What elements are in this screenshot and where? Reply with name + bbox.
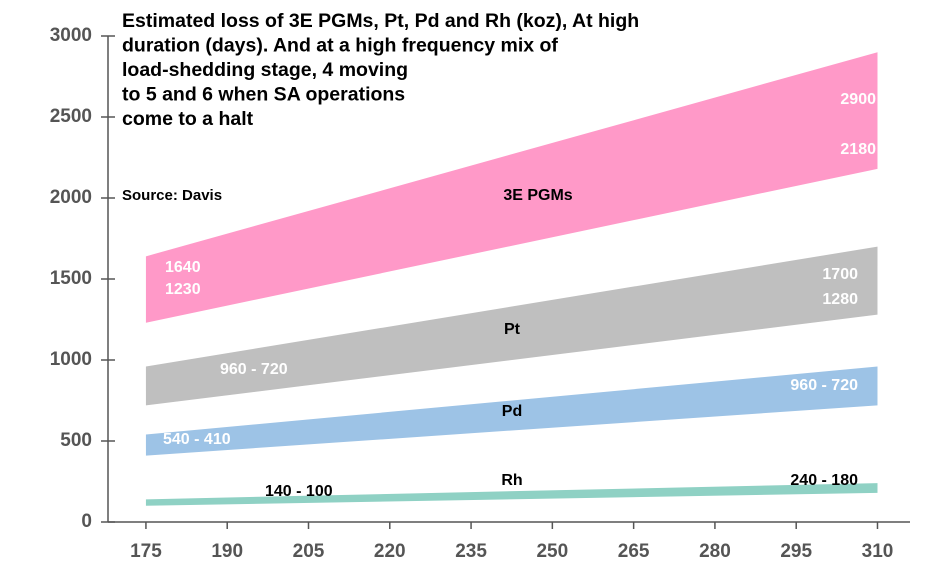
y-tick-label: 3000: [50, 25, 92, 46]
value-label: 1640: [165, 259, 201, 276]
x-tick-label: 205: [293, 541, 325, 562]
band: [145, 366, 878, 456]
x-tick-label: 265: [618, 541, 650, 562]
y-tick-label: 500: [60, 430, 92, 451]
series-label: Pt: [504, 321, 521, 338]
x-tick-label: 280: [699, 541, 731, 562]
value-label: 2180: [840, 141, 876, 158]
value-label: 540 - 410: [163, 431, 231, 448]
y-tick-label: 2000: [50, 187, 92, 208]
x-tick-label: 220: [374, 541, 406, 562]
series-label: Pd: [502, 403, 522, 420]
y-tick-label: 0: [81, 511, 92, 532]
chart-title: to 5 and 6 when SA operations: [122, 84, 405, 106]
value-label: 960 - 720: [790, 377, 858, 394]
chart-title: load-shedding stage, 4 moving: [122, 59, 408, 81]
x-tick-label: 250: [536, 541, 568, 562]
y-tick-label: 1500: [50, 268, 92, 289]
series-label: Rh: [501, 472, 522, 489]
chart-title: duration (days). And at a high frequency…: [122, 35, 558, 57]
value-label: 1700: [822, 266, 858, 283]
value-label: 960 - 720: [220, 361, 288, 378]
x-tick-label: 175: [130, 541, 162, 562]
value-label: 1280: [822, 291, 858, 308]
x-tick-label: 235: [455, 541, 487, 562]
value-label: 2900: [840, 91, 876, 108]
band: [145, 246, 878, 406]
value-label: 140 - 100: [265, 483, 333, 500]
y-tick-label: 2500: [50, 106, 92, 127]
x-tick-label: 190: [211, 541, 243, 562]
band: [145, 52, 878, 323]
value-label: 1230: [165, 281, 201, 298]
band: [145, 483, 878, 506]
chart-source: Source: Davis: [122, 187, 222, 204]
series-label: 3E PGMs: [503, 187, 572, 204]
chart-title: come to a halt: [122, 108, 254, 130]
x-tick-label: 310: [862, 541, 894, 562]
value-label: 240 - 180: [790, 472, 858, 489]
x-tick-label: 295: [780, 541, 812, 562]
chart-title: Estimated loss of 3E PGMs, Pt, Pd and Rh…: [122, 10, 639, 32]
y-tick-label: 1000: [50, 349, 92, 370]
